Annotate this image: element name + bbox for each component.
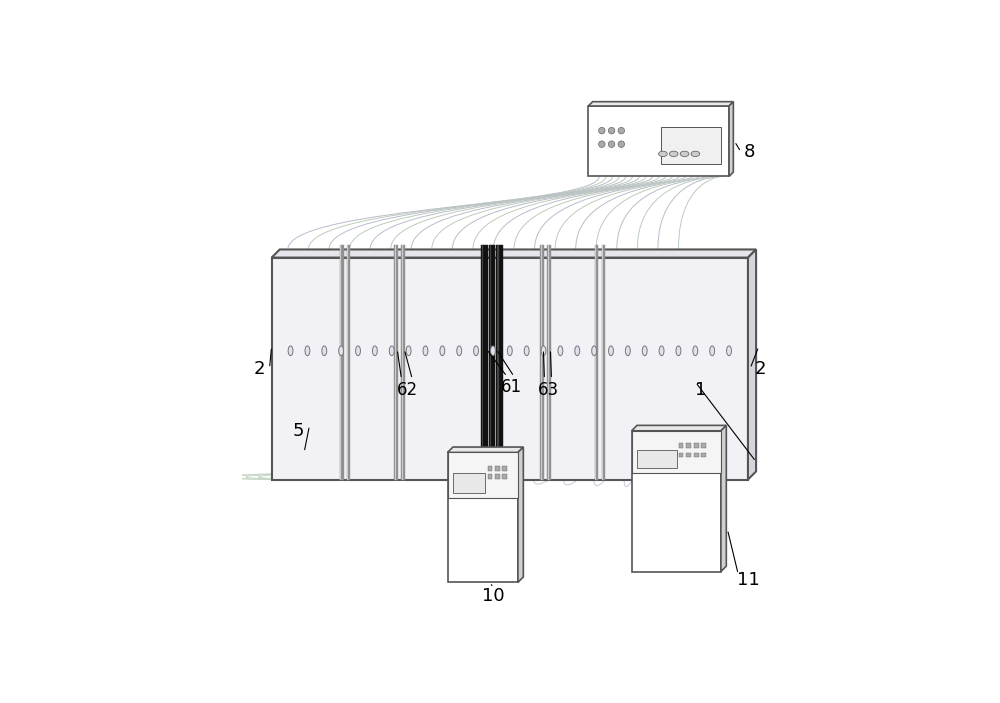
Text: 10: 10 <box>482 587 505 605</box>
Bar <box>497 245 499 479</box>
Bar <box>495 475 500 479</box>
Bar <box>394 245 398 479</box>
Ellipse shape <box>659 346 664 356</box>
Circle shape <box>618 141 625 148</box>
Ellipse shape <box>680 151 689 157</box>
Ellipse shape <box>558 346 563 356</box>
Bar <box>496 245 503 479</box>
Ellipse shape <box>575 346 580 356</box>
Bar <box>595 245 598 479</box>
Ellipse shape <box>659 151 667 157</box>
Text: 2: 2 <box>754 359 766 378</box>
Ellipse shape <box>691 151 700 157</box>
Ellipse shape <box>339 346 344 356</box>
Polygon shape <box>721 425 726 572</box>
Ellipse shape <box>592 346 597 356</box>
Ellipse shape <box>490 346 495 356</box>
Bar <box>347 245 350 479</box>
Ellipse shape <box>305 346 310 356</box>
Circle shape <box>599 127 605 134</box>
Ellipse shape <box>389 346 394 356</box>
Ellipse shape <box>356 346 360 356</box>
Ellipse shape <box>609 346 613 356</box>
Ellipse shape <box>423 346 428 356</box>
Text: 8: 8 <box>743 143 755 161</box>
Circle shape <box>618 127 625 134</box>
Polygon shape <box>518 447 523 582</box>
Ellipse shape <box>669 151 678 157</box>
Bar <box>637 450 677 467</box>
Ellipse shape <box>457 346 462 356</box>
Text: 1: 1 <box>695 381 707 399</box>
Text: 62: 62 <box>396 381 418 399</box>
Ellipse shape <box>524 346 529 356</box>
Circle shape <box>608 141 615 148</box>
Bar <box>679 453 683 458</box>
Bar <box>701 443 706 448</box>
Bar <box>502 475 507 479</box>
Bar <box>401 245 405 479</box>
Bar <box>547 245 551 479</box>
Circle shape <box>599 141 605 148</box>
Bar <box>488 475 492 479</box>
Bar <box>694 443 699 448</box>
Polygon shape <box>632 425 726 431</box>
Ellipse shape <box>288 346 293 356</box>
Bar <box>540 245 544 479</box>
Text: 63: 63 <box>538 381 559 399</box>
Text: 5: 5 <box>293 422 304 440</box>
Bar <box>632 431 721 473</box>
Bar <box>490 245 491 479</box>
Bar <box>448 453 518 582</box>
Bar <box>694 453 699 458</box>
Ellipse shape <box>727 346 731 356</box>
Bar <box>489 245 495 479</box>
Ellipse shape <box>474 346 479 356</box>
Ellipse shape <box>693 346 698 356</box>
Ellipse shape <box>642 346 647 356</box>
Polygon shape <box>448 447 523 453</box>
Bar <box>701 453 706 458</box>
Bar <box>453 473 485 493</box>
Bar <box>588 106 729 176</box>
Bar <box>661 127 721 164</box>
Bar <box>481 245 488 479</box>
Ellipse shape <box>372 346 377 356</box>
Ellipse shape <box>676 346 681 356</box>
Bar <box>448 453 518 498</box>
Ellipse shape <box>507 346 512 356</box>
Bar <box>632 431 721 572</box>
Ellipse shape <box>541 346 546 356</box>
Bar <box>488 465 492 470</box>
Ellipse shape <box>322 346 327 356</box>
Polygon shape <box>588 102 733 106</box>
Polygon shape <box>729 102 733 176</box>
Circle shape <box>608 127 615 134</box>
Bar <box>602 245 605 479</box>
Bar <box>686 453 691 458</box>
Bar <box>482 245 483 479</box>
Bar <box>340 245 344 479</box>
Ellipse shape <box>440 346 445 356</box>
Ellipse shape <box>406 346 411 356</box>
Bar <box>686 443 691 448</box>
Ellipse shape <box>710 346 715 356</box>
Polygon shape <box>748 250 756 479</box>
Text: 61: 61 <box>501 378 522 396</box>
Bar <box>679 443 683 448</box>
Text: 11: 11 <box>737 571 759 588</box>
Text: 2: 2 <box>254 359 265 378</box>
Polygon shape <box>272 250 756 257</box>
Bar <box>495 465 500 470</box>
Bar <box>272 257 748 479</box>
Bar <box>502 465 507 470</box>
Ellipse shape <box>625 346 630 356</box>
